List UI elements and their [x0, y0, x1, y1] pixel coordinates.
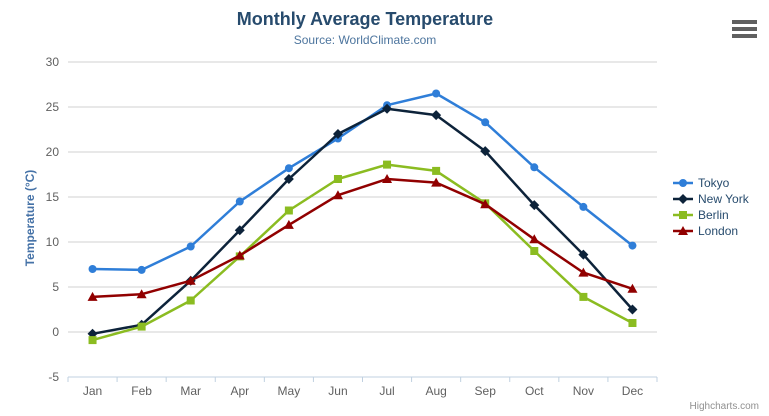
data-point-berlin-aug[interactable]: [432, 166, 441, 175]
data-point-tokyo-may[interactable]: [284, 164, 293, 173]
legend-item-new-york[interactable]: New York: [673, 191, 749, 206]
x-axis-label: Dec: [622, 384, 643, 398]
legend-symbol: [678, 193, 688, 204]
gridlines: [68, 61, 657, 378]
data-point-london-may[interactable]: [283, 219, 294, 229]
hamburger-icon: [732, 27, 757, 31]
series-line-new-york: [92, 107, 634, 336]
credits-link[interactable]: Highcharts.com: [689, 401, 759, 412]
data-point-new-york-jun[interactable]: [332, 129, 343, 139]
legend-symbol: [678, 225, 688, 235]
legend-marker-circle-icon: [673, 178, 693, 187]
legend-item-tokyo[interactable]: Tokyo: [673, 175, 749, 190]
x-axis-label: Feb: [131, 384, 152, 398]
data-point-berlin-nov[interactable]: [579, 292, 588, 301]
data-point-london-dec[interactable]: [627, 283, 638, 293]
series-line-tokyo: [92, 92, 634, 272]
axes: -5 0 5 10 15 20 25 30 Jan Feb Mar Apr May Jun Jul Aug Se…: [46, 55, 658, 398]
legend-label: New York: [698, 191, 749, 206]
data-point-new-york-apr[interactable]: [234, 225, 245, 236]
data-point-tokyo-oct[interactable]: [530, 163, 539, 172]
data-point-london-feb[interactable]: [136, 289, 147, 299]
legend-marker-diamond-icon: [673, 193, 693, 204]
data-point-berlin-may[interactable]: [284, 206, 293, 215]
y-axis-label: 0: [52, 325, 59, 339]
y-axis-label: 25: [46, 100, 60, 114]
data-point-tokyo-feb[interactable]: [137, 265, 146, 274]
legend-label: Tokyo: [698, 175, 730, 190]
series-new-york: [87, 103, 638, 339]
data-point-new-york-aug[interactable]: [431, 110, 442, 121]
x-axis-label: Mar: [180, 384, 201, 398]
chart-title: Monthly Average Temperature: [236, 9, 494, 29]
data-point-london-sep[interactable]: [480, 199, 491, 209]
data-point-london-nov[interactable]: [578, 267, 589, 277]
x-axis-label: Jun: [328, 384, 347, 398]
y-axis-label: 10: [46, 235, 60, 249]
data-point-new-york-jul[interactable]: [382, 103, 393, 114]
x-axis-label: Aug: [425, 384, 446, 398]
data-point-london-jul[interactable]: [382, 174, 393, 183]
data-point-london-apr[interactable]: [234, 250, 245, 260]
data-point-tokyo-nov[interactable]: [579, 202, 588, 211]
y-axis-label: -5: [48, 370, 59, 384]
series-tokyo: [88, 89, 637, 274]
data-point-tokyo-aug[interactable]: [432, 89, 441, 98]
data-point-tokyo-dec[interactable]: [628, 241, 637, 250]
export-menu-button[interactable]: [732, 20, 757, 38]
y-axis-label: 5: [52, 280, 59, 294]
chart-subtitle: Source: WorldClimate.com: [293, 33, 437, 47]
data-point-new-york-dec[interactable]: [627, 304, 638, 315]
data-point-tokyo-mar[interactable]: [186, 242, 195, 251]
legend-marker-triangle-icon: [673, 225, 693, 235]
data-point-new-york-nov[interactable]: [578, 249, 589, 260]
legend: Tokyo New York Berlin London: [673, 175, 749, 238]
data-point-london-jun[interactable]: [332, 190, 343, 200]
legend-symbol: [679, 210, 687, 219]
legend-label: London: [698, 223, 739, 238]
data-point-berlin-jul[interactable]: [383, 160, 392, 169]
data-point-london-aug[interactable]: [431, 177, 442, 187]
hamburger-icon: [732, 34, 757, 38]
legend-item-london[interactable]: London: [673, 223, 749, 238]
x-axis-label: Oct: [525, 384, 544, 398]
series-line-london: [92, 177, 633, 299]
data-point-berlin-jun[interactable]: [333, 175, 342, 183]
data-point-berlin-dec[interactable]: [628, 319, 637, 327]
legend-item-berlin[interactable]: Berlin: [673, 207, 749, 222]
x-axis-label: Jul: [379, 384, 394, 398]
legend-symbol: [679, 178, 687, 187]
data-point-tokyo-jan[interactable]: [88, 265, 97, 273]
x-axis-label: Sep: [475, 384, 497, 398]
data-point-london-jan[interactable]: [87, 291, 98, 301]
legend-label: Berlin: [698, 207, 729, 222]
data-point-berlin-jan[interactable]: [88, 336, 97, 345]
y-axis-label: 30: [46, 55, 60, 69]
data-point-new-york-sep[interactable]: [480, 146, 491, 157]
data-point-london-mar[interactable]: [185, 275, 196, 285]
series-line-berlin: [92, 163, 634, 342]
data-point-tokyo-sep[interactable]: [481, 118, 490, 127]
x-axis-label: Jan: [83, 384, 102, 398]
hamburger-icon: [732, 20, 757, 24]
data-point-tokyo-apr[interactable]: [235, 197, 244, 206]
legend-marker-square-icon: [673, 210, 693, 219]
y-axis-label: 20: [46, 145, 60, 159]
data-point-berlin-oct[interactable]: [530, 247, 539, 255]
data-point-new-york-may[interactable]: [283, 174, 294, 184]
y-axis-label: 15: [46, 190, 60, 204]
x-axis-label: May: [278, 384, 301, 398]
x-axis-label: Nov: [573, 384, 594, 398]
data-point-berlin-feb[interactable]: [137, 322, 146, 331]
series: [87, 89, 638, 345]
series-london: [87, 174, 638, 301]
data-point-berlin-mar[interactable]: [186, 296, 195, 305]
data-point-london-oct[interactable]: [529, 234, 540, 244]
x-axis-label: Apr: [230, 384, 249, 398]
data-point-new-york-oct[interactable]: [529, 200, 540, 211]
